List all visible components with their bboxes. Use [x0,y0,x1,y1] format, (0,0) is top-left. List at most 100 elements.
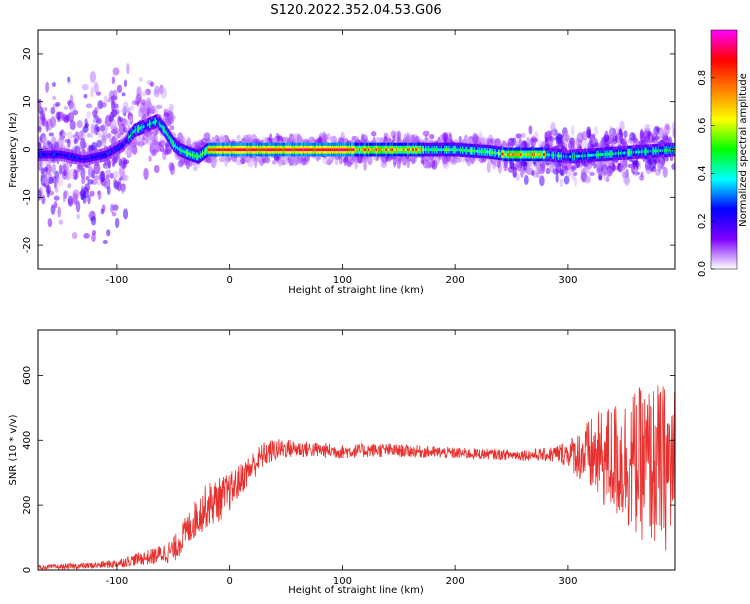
spectrogram-cell [62,132,68,136]
spectrogram-cell [61,138,64,148]
spectrogram-cell [125,120,130,131]
spectrogram-cell [113,89,117,100]
spectrogram-cell [573,172,577,176]
spectrogram-cell [112,76,115,84]
spectrogram-cell [72,189,79,199]
spectrogram-cell [574,177,577,187]
spectrogram-cell [109,138,116,143]
spectrogram-cell [527,163,533,175]
spectrogram-cell [90,86,93,97]
spectrogram-cell [193,166,198,171]
spectrogram-cell [54,178,60,184]
spectrogram-cell [455,158,461,162]
spectrogram-cell [100,171,105,183]
spectrogram-cell [371,131,376,136]
spectrogram-cell [102,204,106,212]
spectrogram-cell [398,158,402,164]
spectrogram-cell [623,130,627,138]
spectrogram-cell [521,161,527,166]
spectrogram-cell [254,158,257,168]
spectrogram-cell [284,159,289,164]
spectrogram-cell [166,149,172,155]
spectrogram-cell [161,87,167,98]
spectrogram-cell [126,63,129,74]
spectrogram-cell [124,79,127,87]
spectrogram-cell [52,82,56,87]
spectrogram-cell [152,149,155,155]
spectrogram-cell [517,161,522,171]
spectrogram-cell [67,183,71,188]
spectrogram-cell [528,125,532,134]
spectrogram-cell [279,158,283,165]
spectrogram-cell [45,82,49,93]
spectrogram-cell [643,136,646,141]
spectrogram-cell [84,183,90,191]
spectrogram-cell [47,165,51,177]
spectrogram-cell [530,139,534,146]
spectrogram-cell [66,114,69,123]
spectrogram-cell [129,105,134,110]
spectrogram-cell [83,94,87,99]
spectrogram-cell [539,175,545,186]
spectrogram-cell [111,159,116,165]
spectrogram-cell [59,220,64,225]
spectrogram-cell [119,124,125,135]
spectrogram-cell [69,169,75,180]
spectrogram-cell [552,125,555,136]
spectrogram-cell [560,170,564,177]
spectrogram-cell [115,218,119,228]
spectrogram-cell [76,202,79,212]
spectrogram-cell [82,125,88,133]
spectrogram-cell [148,132,152,141]
spectrogram-cell [169,125,174,130]
spectrogram-cell [106,229,110,236]
spectrogram-cell [114,180,119,189]
spectrogram-cell [81,186,85,193]
spectrogram-cell [36,126,42,130]
spectrogram-cell [429,134,434,139]
spectrogram-cell [40,110,44,120]
spectrogram-cell [96,126,100,132]
spectrogram-cell [616,126,619,136]
spectrogram-cell [397,136,401,141]
spectrogram-cell [74,138,78,144]
spectrogram-cell [613,136,617,142]
spectrogram-cell [72,232,77,239]
spectrogram-cell [86,111,91,119]
spectrogram-cell [110,204,114,213]
spectrogram-cell [48,218,53,227]
spectrogram-cell [91,129,94,139]
spectrogram-cell [55,102,60,107]
spectrogram-cell [89,191,94,197]
spectrogram-cell [212,157,218,163]
spectrogram-cell [105,170,111,175]
spectrogram-cell [344,156,348,162]
spectrogram-cell [121,184,125,194]
spectrogram-cell [55,186,59,193]
spectrogram-cell [236,135,240,141]
spectrogram-cell [63,191,66,202]
spectrogram-cell [609,126,613,137]
spectrogram-cell [560,178,564,187]
spectrogram-cell [549,163,555,173]
spectrogram-cell [563,133,570,142]
spectrogram-cell [575,137,578,146]
spectrogram-cell [641,172,644,177]
spectrogram-cell [666,125,670,130]
spectrogram-cell [79,130,84,137]
figure-title: S120.2022.352.04.53.G06 [270,3,441,18]
spectrogram-cell [86,104,92,109]
spectrogram-cell [88,213,92,217]
spectrogram-cell [141,90,146,96]
spectrogram-cell [581,168,585,178]
spectrogram-cell [672,120,676,126]
spectrogram-cell [549,141,553,146]
spectrogram-cell [138,77,143,82]
spectrogram-cell [111,109,117,117]
spectrogram-cell [158,141,161,148]
spectrogram-cell [214,135,219,141]
spectrogram-cell [224,155,228,167]
spectrogram-cell [81,172,85,180]
spectrogram-cell [598,170,604,176]
